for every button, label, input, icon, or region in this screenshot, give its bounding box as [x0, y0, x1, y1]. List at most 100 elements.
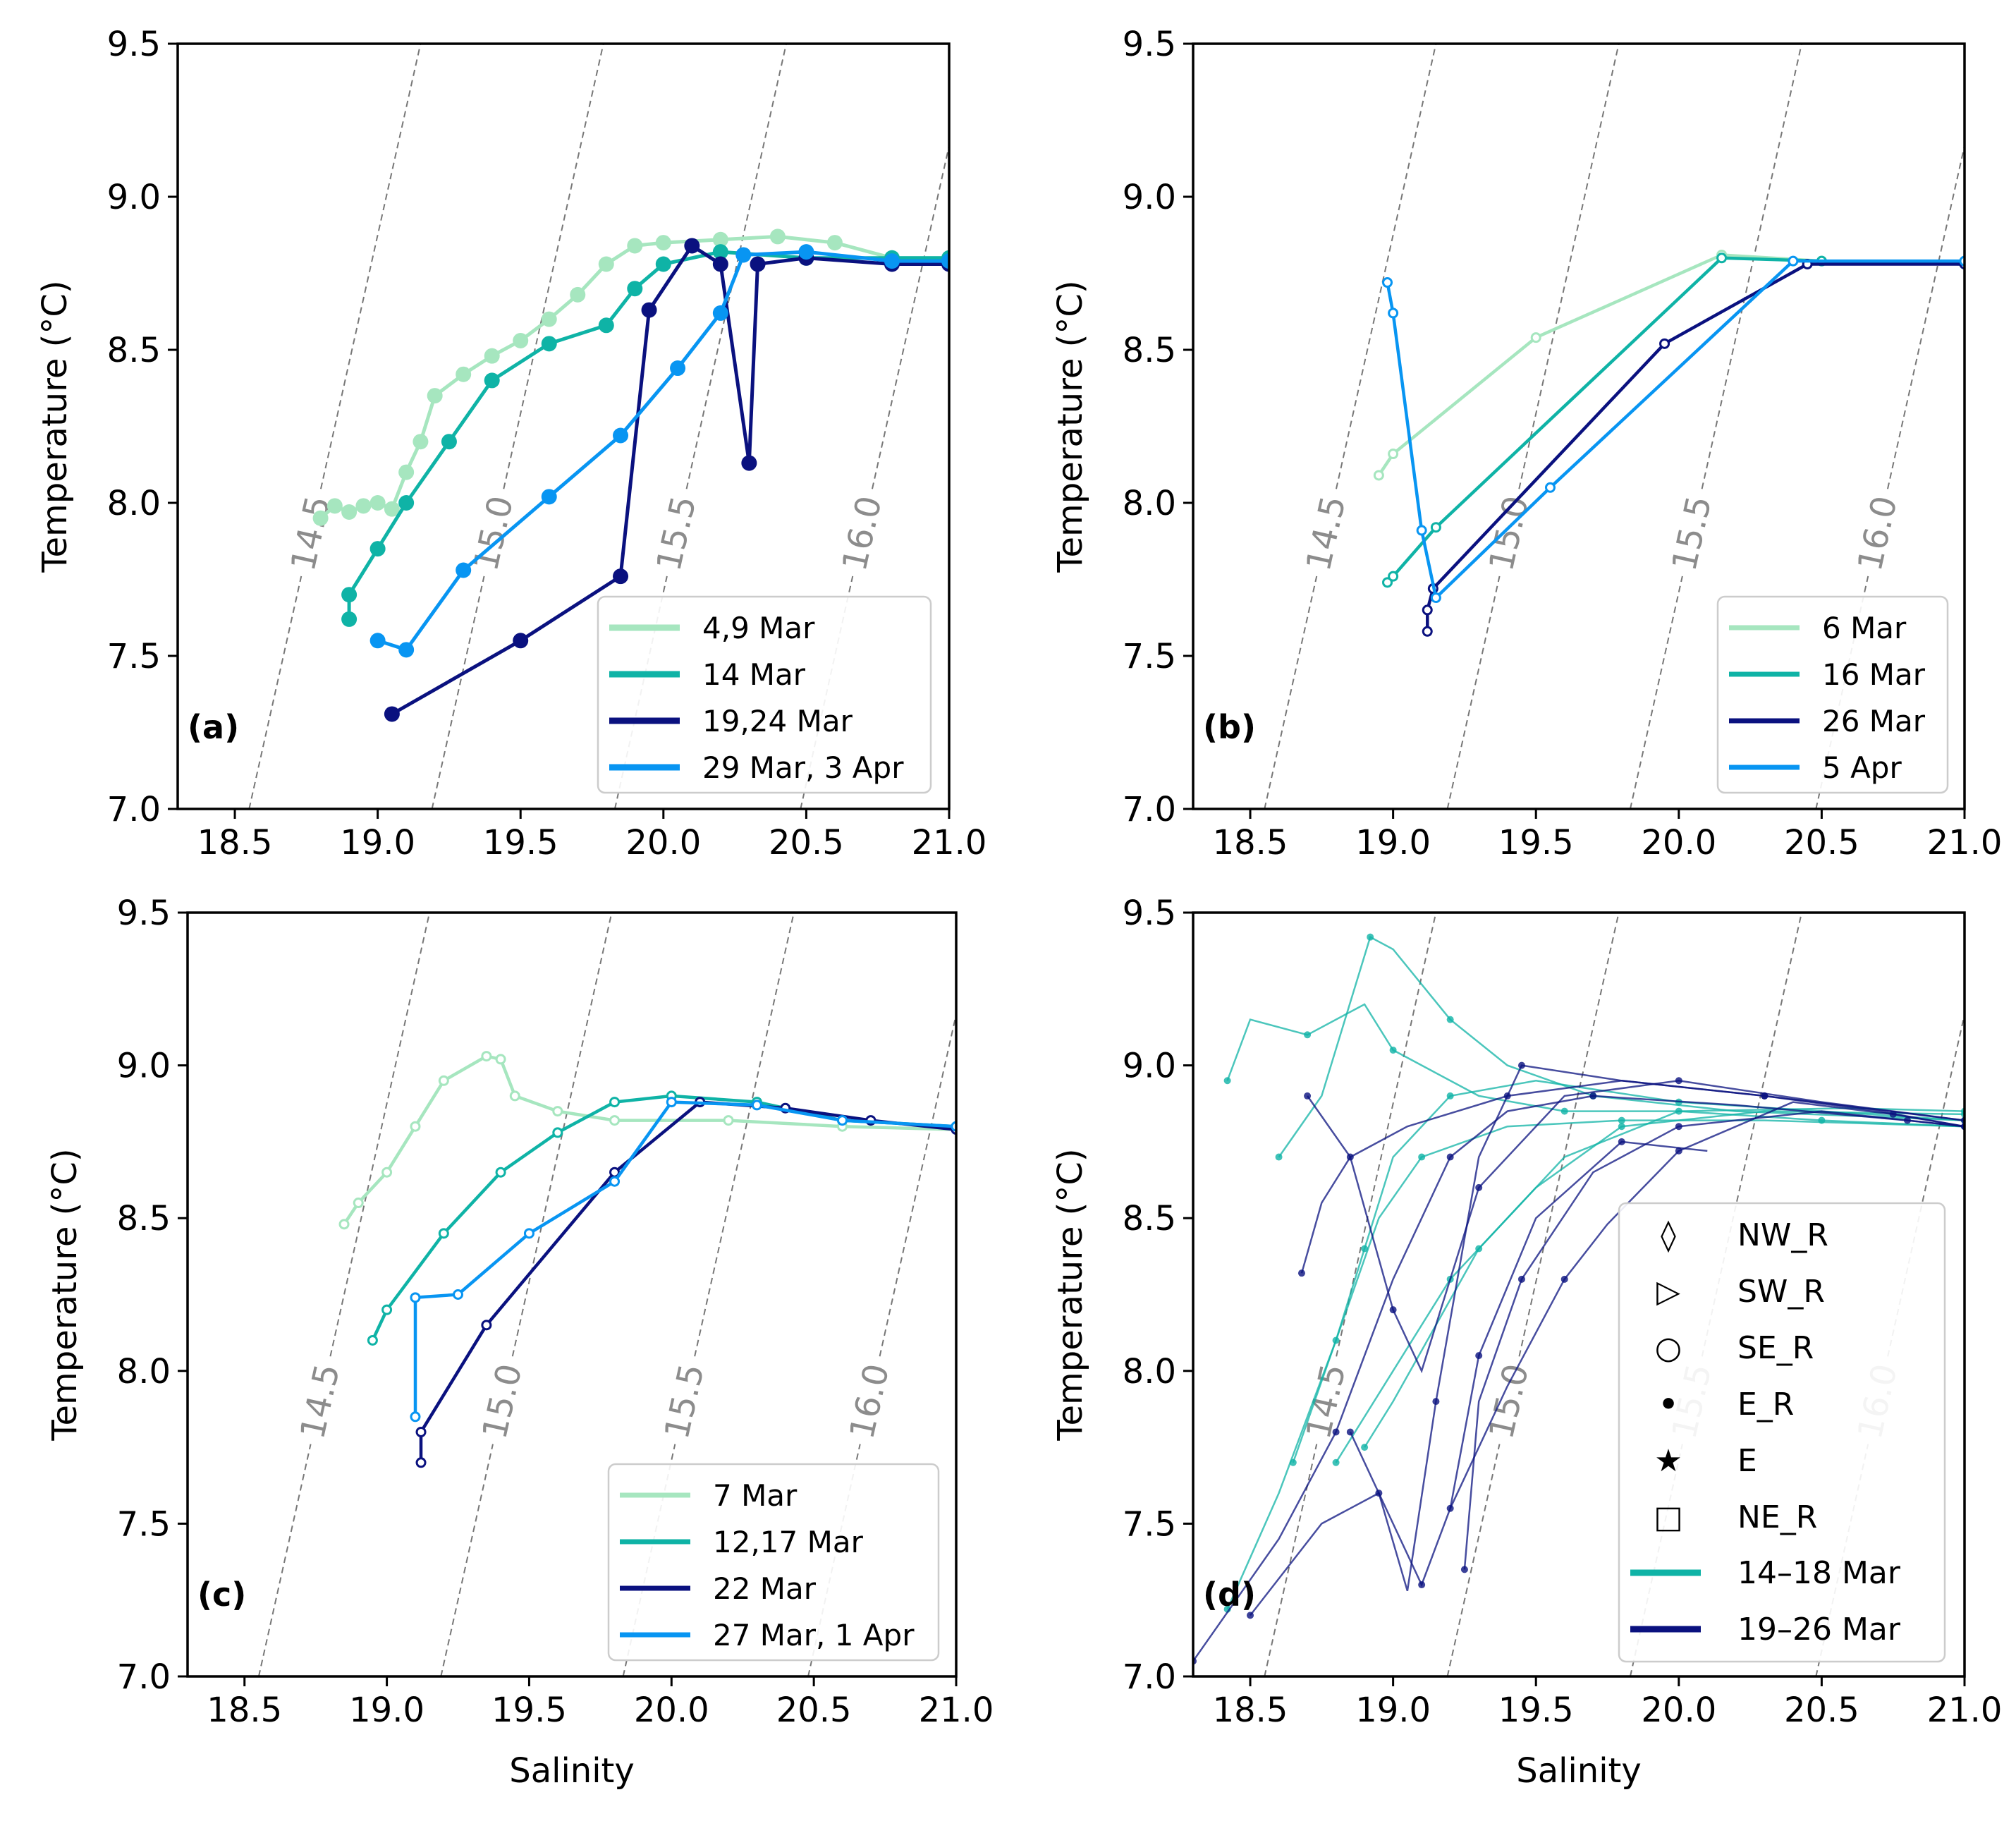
contour-label: 16.0: [842, 1360, 897, 1443]
data-point: [627, 238, 643, 254]
x-tick-label: 19.0: [349, 1691, 424, 1730]
contour-label-bg: [652, 487, 702, 580]
data-point: [712, 256, 728, 272]
data-point: [1418, 1153, 1426, 1161]
data-point: [1618, 1116, 1625, 1124]
data-point: [1332, 1428, 1340, 1436]
data-point: [384, 706, 400, 722]
data-point: [1346, 1153, 1354, 1161]
data-point: [1475, 1183, 1483, 1191]
data-point: [513, 633, 529, 649]
contour-label-bg: [286, 487, 336, 580]
data-point: [1560, 1107, 1568, 1115]
legend-label: 14–18 Mar: [1737, 1555, 1901, 1591]
contour-line: [1264, 913, 1437, 1676]
data-point: [684, 238, 700, 254]
data-point: [613, 427, 629, 444]
data-point: [712, 305, 728, 321]
data-point: [1361, 1444, 1369, 1451]
data-point: [381, 1167, 393, 1178]
x-tick-label: 21.0: [919, 1691, 994, 1730]
legend-label: 12,17 Mar: [713, 1525, 864, 1559]
data-point: [1788, 255, 1799, 267]
x-tick-label: 18.5: [197, 823, 273, 863]
legend-label: 26 Mar: [1822, 704, 1926, 738]
series-trace: [1463, 1110, 1965, 1570]
data-point: [1418, 1581, 1426, 1589]
y-tick-label: 7.0: [1123, 790, 1176, 829]
data-point: [1716, 252, 1728, 264]
contour-label-bg: [1484, 487, 1534, 580]
data-point: [609, 1115, 621, 1126]
legend-box: [1716, 595, 1949, 794]
data-point: [427, 388, 443, 404]
y-tick-label: 8.0: [1123, 1352, 1176, 1391]
data-point: [456, 562, 472, 578]
data-point: [1332, 1458, 1340, 1466]
contour-line: [431, 44, 604, 809]
axes-frame: [1192, 911, 1966, 1678]
data-point: [456, 366, 472, 382]
x-tick-label: 19.5: [491, 1691, 567, 1730]
data-point: [384, 501, 400, 517]
data-point: [381, 1304, 393, 1315]
data-point: [495, 1167, 506, 1178]
legend-label: SE_R: [1737, 1330, 1814, 1366]
legend-label: 7 Mar: [713, 1478, 798, 1513]
contour-line: [1264, 44, 1437, 809]
y-tick-label: 8.0: [1123, 484, 1176, 523]
contour-label: 15.0: [1482, 492, 1537, 575]
data-point: [1659, 338, 1670, 349]
data-point: [1388, 449, 1399, 460]
legend-label: 16 Mar: [1822, 657, 1926, 692]
legend: 7 Mar 12,17 Mar 22 Mar 27 Mar, 1 Apr: [607, 1463, 940, 1662]
data-point: [1346, 1428, 1354, 1436]
data-point: [1675, 1107, 1682, 1115]
x-tick-label: 20.5: [776, 1691, 852, 1730]
legend-label: E_R: [1737, 1387, 1794, 1423]
data-point: [481, 1051, 492, 1062]
data-point: [751, 1100, 762, 1111]
data-point: [1446, 1016, 1454, 1023]
data-point: [723, 1115, 734, 1126]
data-point: [341, 611, 358, 627]
data-point: [1589, 1092, 1597, 1100]
x-tick-label: 18.5: [1213, 1691, 1288, 1730]
data-point: [741, 455, 757, 471]
y-tick-label: 9.5: [1123, 25, 1176, 64]
data-point: [509, 1090, 520, 1102]
legend-label: SW_R: [1737, 1274, 1825, 1310]
data-point: [670, 360, 686, 377]
panel-0: 14.5 15.0 15.5 16.018.5 19.0 19.5 20.0 20.5 21.0…: [35, 25, 986, 863]
data-point: [884, 253, 900, 269]
data-point: [398, 464, 415, 480]
y-tick-label: 9.5: [117, 894, 171, 933]
data-point: [1422, 604, 1433, 616]
data-point: [941, 253, 949, 269]
legend-box: [597, 595, 932, 794]
data-point: [769, 229, 786, 245]
data-point: [1388, 571, 1399, 582]
data-point: [338, 1219, 350, 1230]
panel-2: 14.5 15.0 15.5 16.0 18.5 19.0 19.5 20.0 20.5 21.0…: [45, 894, 994, 1791]
series-line: [319, 234, 949, 520]
x-tick-label: 18.5: [207, 1691, 282, 1730]
x-tick-label: 20.0: [625, 823, 701, 863]
y-tick-label: 7.0: [107, 790, 161, 829]
data-point: [1560, 1275, 1568, 1283]
data-point: [453, 1289, 464, 1300]
data-point: [484, 372, 500, 389]
y-tick-label: 8.0: [117, 1352, 171, 1391]
y-tick-label: 9.0: [117, 1047, 171, 1086]
data-point: [1460, 1566, 1468, 1573]
y-tick-label: 8.5: [1123, 331, 1176, 370]
data-point: [1530, 332, 1541, 343]
data-point: [1389, 1306, 1397, 1314]
data-point: [413, 434, 429, 450]
legend-label: 19,24 Mar: [702, 704, 853, 738]
y-tick-label: 9.5: [107, 25, 161, 64]
data-point: [1446, 1153, 1454, 1161]
y-tick-label: 9.0: [1123, 178, 1176, 217]
panel-label: (a): [188, 708, 239, 746]
